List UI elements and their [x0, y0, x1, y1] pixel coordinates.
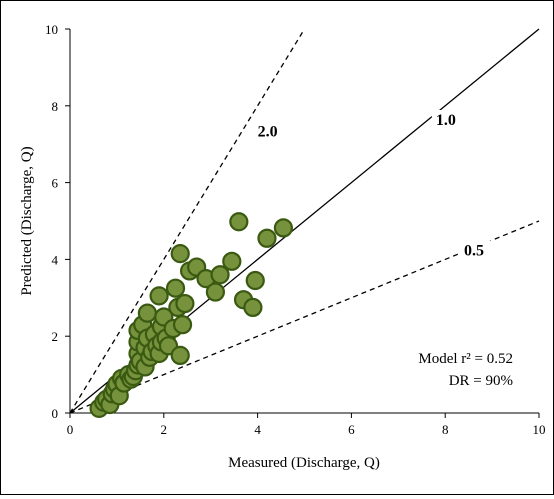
label-background: [253, 121, 288, 142]
data-point: [257, 228, 277, 248]
dr-annotation: DR = 90%: [449, 373, 513, 389]
y-tick-label: 8: [52, 99, 59, 114]
x-tick-label: 2: [161, 422, 168, 437]
label-background: [431, 110, 466, 130]
data-point: [205, 282, 225, 302]
y-tick-label: 4: [52, 252, 59, 267]
data-point: [229, 212, 249, 232]
data-point: [175, 293, 195, 314]
x-tick-label: 8: [442, 422, 449, 437]
data-point: [165, 278, 186, 298]
data-point: [170, 345, 190, 365]
reference-line-2.0: [69, 28, 306, 414]
x-tick-label: 0: [67, 422, 74, 437]
tick-labels: 0 2 4 6 8 10 0 2 4 6 8 10: [45, 22, 546, 437]
reference-line-labels: 2.0 1.0 0.5: [253, 110, 494, 261]
data-point: [210, 265, 230, 285]
x-tick-label: 4: [254, 422, 261, 437]
data-point: [222, 251, 242, 271]
label-background: [459, 240, 494, 261]
data-point: [137, 303, 157, 323]
reference-label-0.5: 0.5: [464, 243, 484, 260]
reference-label-2.0: 2.0: [258, 124, 278, 141]
reference-line-0.5: [69, 220, 540, 414]
data-point: [170, 244, 190, 264]
y-tick-label: 0: [52, 406, 59, 421]
x-axis-title: Measured (Discharge, Q): [228, 455, 380, 471]
data-point: [245, 270, 265, 291]
x-tick-label: 10: [533, 422, 546, 437]
data-point: [172, 315, 193, 335]
r-squared-annotation: Model r² = 0.52: [418, 351, 513, 367]
y-tick-label: 6: [52, 176, 59, 191]
data-point: [149, 286, 169, 306]
reference-label-1.0: 1.0: [436, 112, 456, 129]
y-tick-label: 2: [52, 329, 59, 344]
x-tick-label: 6: [348, 422, 355, 437]
data-point: [273, 218, 293, 238]
data-point: [243, 297, 263, 317]
data-points: [89, 212, 293, 418]
y-axis-title: Predicted (Discharge, Q): [19, 146, 35, 295]
axes: [65, 28, 540, 418]
y-tick-label: 10: [45, 22, 58, 37]
